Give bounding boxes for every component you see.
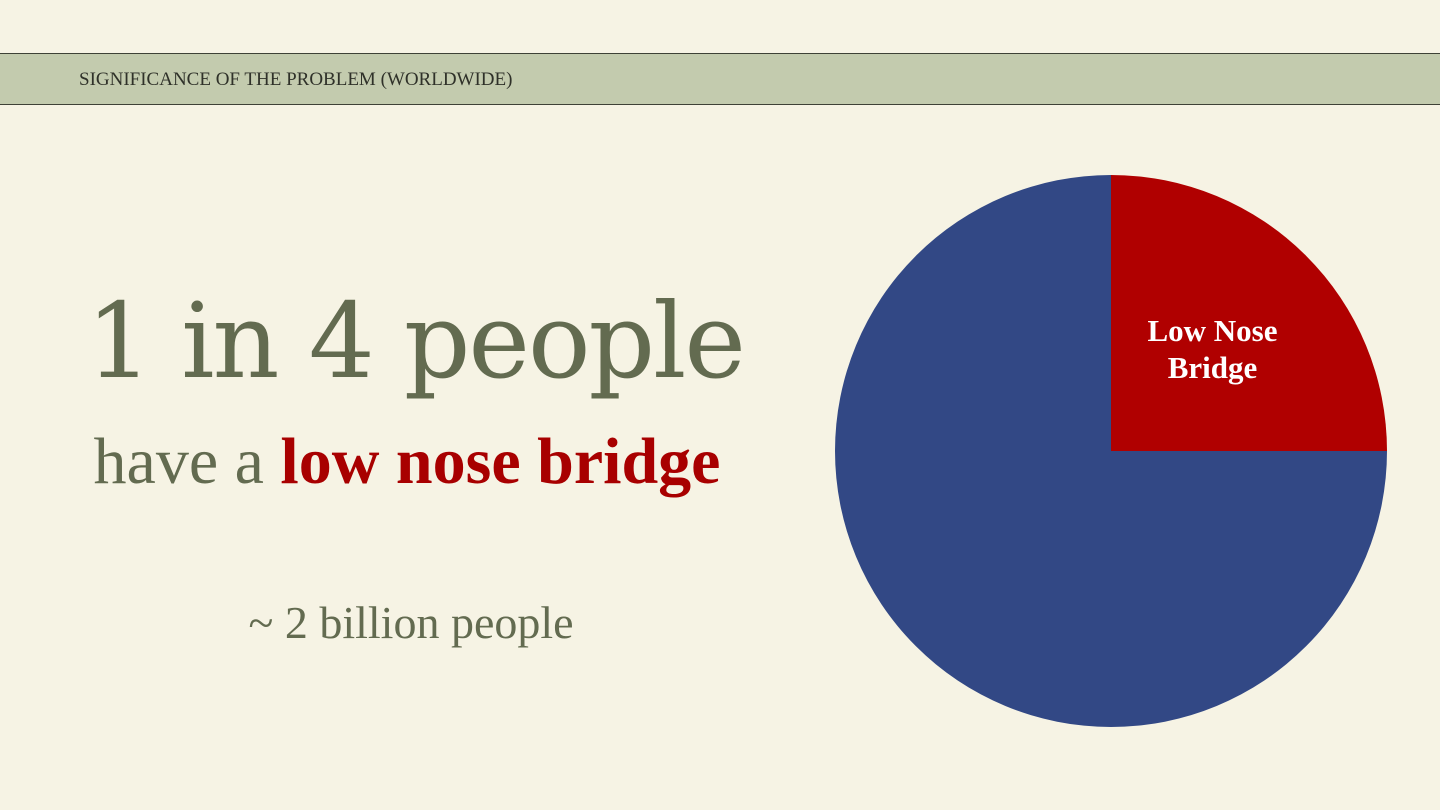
header-band: SIGNIFICANCE OF THE PROBLEM (WORLDWIDE) (0, 53, 1440, 105)
pie-slice-label-line: Bridge (1168, 350, 1258, 385)
statistic-description: have a low nose bridge (0, 422, 814, 502)
pie-slice-low-nose-bridge (1111, 175, 1387, 451)
population-estimate: ~ 2 billion people (248, 597, 574, 648)
headline-statistic: 1 in 4 people (86, 280, 746, 402)
pie-chart: Low Nose Bridge (820, 160, 1400, 740)
statistic-highlight: low nose bridge (280, 425, 721, 498)
pie-slice-label: Low Nose Bridge (1147, 313, 1277, 385)
pie-chart-svg: Low Nose Bridge (835, 175, 1387, 727)
pie-slice-label-line: Low Nose (1147, 313, 1277, 348)
statistic-prefix: have a (93, 425, 281, 498)
pie-slice-other (835, 175, 1387, 727)
section-title: SIGNIFICANCE OF THE PROBLEM (WORLDWIDE) (79, 69, 513, 90)
